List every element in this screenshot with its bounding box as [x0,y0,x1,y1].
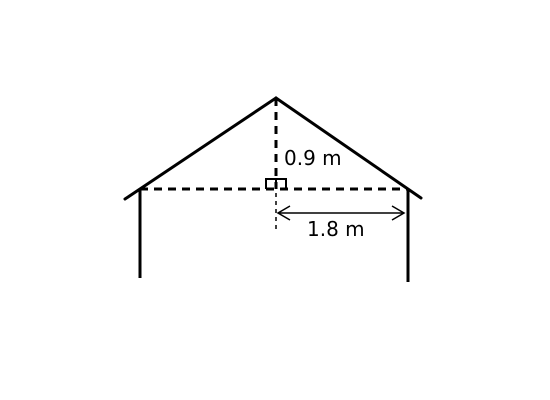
right-roof-slope [274,96,423,200]
height-label: 0.9 m [284,146,342,170]
arrow-head-right [391,205,406,221]
arrow-head-left [276,205,291,221]
left-roof-slope [123,96,278,201]
half-width-label: 1.8 m [307,217,365,241]
right-angle-marker [265,178,287,189]
